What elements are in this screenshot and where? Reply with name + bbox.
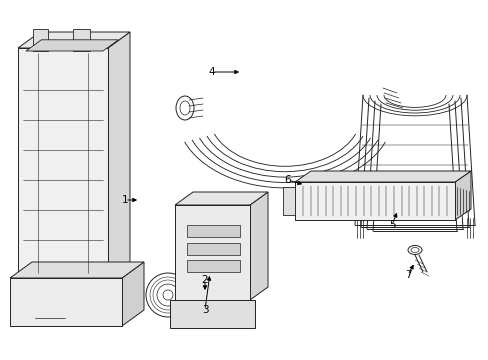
Text: 7: 7 <box>404 270 410 280</box>
Polygon shape <box>294 182 454 220</box>
Polygon shape <box>186 243 240 255</box>
Text: 3: 3 <box>201 305 208 315</box>
Polygon shape <box>26 40 118 51</box>
Polygon shape <box>175 205 249 300</box>
Text: 5: 5 <box>388 220 394 230</box>
Polygon shape <box>33 29 48 51</box>
Text: 4: 4 <box>208 67 215 77</box>
Polygon shape <box>186 225 240 237</box>
Polygon shape <box>18 32 130 48</box>
Polygon shape <box>122 262 143 326</box>
Polygon shape <box>249 192 267 300</box>
Text: 1: 1 <box>122 195 128 205</box>
Polygon shape <box>175 192 267 205</box>
Polygon shape <box>10 262 143 278</box>
Polygon shape <box>108 32 130 278</box>
Polygon shape <box>283 187 294 215</box>
Polygon shape <box>10 278 122 326</box>
Polygon shape <box>170 300 254 328</box>
Polygon shape <box>454 171 470 220</box>
Polygon shape <box>186 260 240 272</box>
Text: 2: 2 <box>201 275 208 285</box>
Polygon shape <box>73 29 90 51</box>
Polygon shape <box>294 171 470 182</box>
Text: 6: 6 <box>284 175 291 185</box>
Polygon shape <box>18 48 108 278</box>
